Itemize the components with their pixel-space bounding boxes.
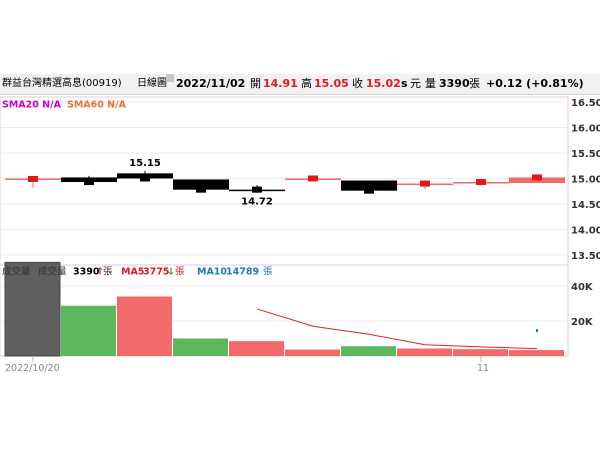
volume-unit: 張 — [469, 77, 480, 90]
volume-tick-label: 40K — [571, 282, 594, 293]
candle-close-marker — [308, 175, 318, 182]
unit-yuan: 元 — [410, 77, 421, 90]
candle-close-marker — [364, 187, 374, 194]
close-label: 收 — [352, 77, 363, 90]
candlesticks — [5, 170, 565, 194]
candle-close-marker — [252, 186, 262, 193]
volume-bar — [509, 350, 564, 356]
price-tick-label: 13.50 — [571, 251, 600, 262]
ma5-line — [256, 308, 538, 350]
volume-bar — [229, 341, 284, 356]
x-label-mid: 11 — [477, 363, 489, 374]
low-annotation: 14.72 — [241, 197, 273, 208]
high-annotation: 15.15 — [129, 158, 161, 169]
high-label: 高 — [301, 77, 312, 90]
candle-close-marker — [196, 186, 206, 193]
open-label: 開 — [250, 77, 261, 90]
open-value: 14.91 — [263, 77, 298, 90]
candle-body — [173, 179, 229, 190]
ma5-label: MA5 — [121, 266, 144, 277]
chart-header: 群益台灣精選高息(00919) 日線圖 2022/11/02 開 14.91 高… — [0, 74, 600, 95]
price-grid — [0, 101, 568, 256]
price-tick-label: 16.50 — [571, 98, 600, 109]
candle-close-marker — [28, 175, 38, 182]
volume-value: 3390 — [73, 266, 100, 277]
candle-close-marker — [532, 174, 542, 181]
date-value: 2022/11/02 — [176, 77, 246, 90]
high-value: 15.05 — [314, 77, 349, 90]
candle-close-marker — [140, 175, 150, 182]
volume-up-arrow: ↑ — [96, 266, 104, 277]
volume-value: 3390 — [439, 77, 470, 90]
volume-bar — [285, 349, 340, 356]
volume-bars — [4, 261, 564, 357]
volume-bar — [4, 261, 61, 357]
volume-unit: 張 — [103, 266, 113, 277]
price-tick-label: 15.50 — [571, 149, 600, 160]
candle-close-marker — [84, 179, 94, 186]
ma10-label: MA10 — [197, 266, 227, 277]
ma10-unit: 張 — [263, 266, 273, 277]
price-tick-label: 14.00 — [571, 225, 600, 236]
unit-s: s — [401, 77, 408, 90]
volume-bar — [61, 305, 116, 356]
sma60-label: SMA60 N/A — [67, 99, 127, 110]
volume-bar — [397, 348, 452, 356]
volume-tick-label: 20K — [571, 317, 594, 328]
close-value: 15.02 — [366, 77, 401, 90]
x-label-start: 2022/10/20 — [5, 363, 60, 374]
candle-close-marker — [476, 179, 486, 186]
ma10-marker — [536, 329, 538, 333]
volume-bar — [173, 338, 228, 356]
stock-name: 群益台灣精選高息(00919) — [2, 78, 122, 89]
change-value: +0.12 (+0.81%) — [486, 77, 584, 90]
volume-label: 量 — [425, 77, 436, 90]
sma20-label: SMA20 N/A — [2, 99, 62, 110]
ma5-down-arrow: ↓ — [167, 266, 175, 277]
ma10-value: 14789 — [226, 266, 259, 277]
volume-bar — [453, 349, 508, 356]
candle-body — [341, 180, 397, 191]
volume-axis: 20K 40K — [571, 282, 594, 328]
ma5-value: 3775 — [143, 266, 169, 277]
price-axis: 13.50 14.00 14.50 15.00 15.50 16.00 16.50 — [571, 98, 600, 262]
volume-label: 成交量 — [38, 265, 67, 277]
volume-bar — [117, 296, 172, 356]
price-tick-label: 15.00 — [571, 174, 600, 185]
price-tick-label: 14.50 — [571, 200, 600, 211]
price-tick-label: 16.00 — [571, 124, 600, 135]
period-label: 日線圖 — [137, 78, 167, 89]
volume-panel-title: 成交量 — [2, 265, 31, 277]
volume-bar — [341, 346, 396, 356]
candle-close-marker — [420, 180, 430, 187]
ma5-unit: 張 — [175, 266, 185, 277]
